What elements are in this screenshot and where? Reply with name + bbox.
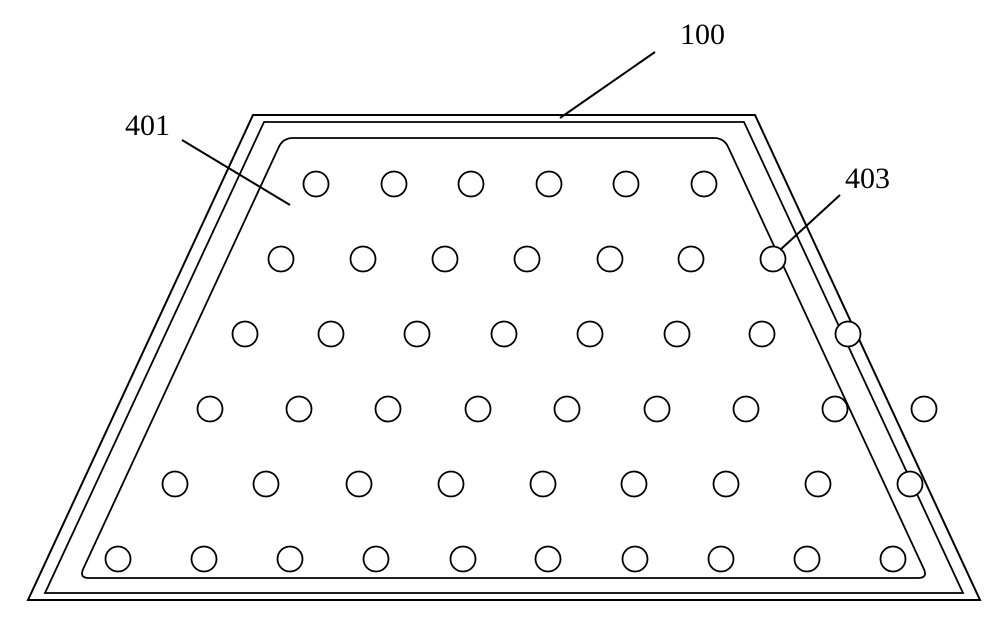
hole-circle	[347, 472, 372, 497]
hole-circle	[106, 547, 131, 572]
hole-circle	[578, 322, 603, 347]
label-403: 403	[845, 162, 890, 195]
hole-circle	[287, 397, 312, 422]
hole-circle	[761, 247, 786, 272]
hole-circle	[645, 397, 670, 422]
hole-circle	[665, 322, 690, 347]
hole-circle	[319, 322, 344, 347]
hole-circle	[351, 247, 376, 272]
label-401: 401	[125, 109, 170, 142]
hole-circle	[278, 547, 303, 572]
hole-circle	[679, 247, 704, 272]
hole-circle	[254, 472, 279, 497]
hole-circle	[598, 247, 623, 272]
hole-circle	[405, 322, 430, 347]
hole-circle	[537, 172, 562, 197]
hole-circle	[459, 172, 484, 197]
hole-circle	[466, 397, 491, 422]
hole-circle	[750, 322, 775, 347]
hole-circle	[881, 547, 906, 572]
hole-circle	[622, 472, 647, 497]
hole-circle	[492, 322, 517, 347]
hole-circle	[912, 397, 937, 422]
hole-circle	[433, 247, 458, 272]
hole-circle	[364, 547, 389, 572]
hole-circle	[163, 472, 188, 497]
hole-circle	[555, 397, 580, 422]
hole-circle	[614, 172, 639, 197]
hole-circle	[269, 247, 294, 272]
hole-circle	[382, 172, 407, 197]
label-100: 100	[680, 18, 725, 51]
hole-circle	[714, 472, 739, 497]
inner-panel	[82, 138, 925, 578]
hole-circle	[198, 397, 223, 422]
hole-circle	[734, 397, 759, 422]
hole-circle	[823, 397, 848, 422]
hole-circle	[692, 172, 717, 197]
hole-circle	[536, 547, 561, 572]
outer-frame	[28, 115, 980, 600]
schematic-diagram: 100 401 403	[0, 0, 1000, 634]
hole-circle	[376, 397, 401, 422]
hole-circle	[531, 472, 556, 497]
hole-circle	[192, 547, 217, 572]
hole-circle	[709, 547, 734, 572]
hole-circle	[439, 472, 464, 497]
hole-circle	[451, 547, 476, 572]
hole-circle	[836, 322, 861, 347]
hole-circle	[515, 247, 540, 272]
hole-circle	[806, 472, 831, 497]
hole-circle	[898, 472, 923, 497]
hole-circle	[623, 547, 648, 572]
label-100-leader	[560, 52, 655, 118]
hole-circle	[304, 172, 329, 197]
label-403-leader	[780, 195, 840, 250]
hole-circle	[233, 322, 258, 347]
hole-circle	[795, 547, 820, 572]
